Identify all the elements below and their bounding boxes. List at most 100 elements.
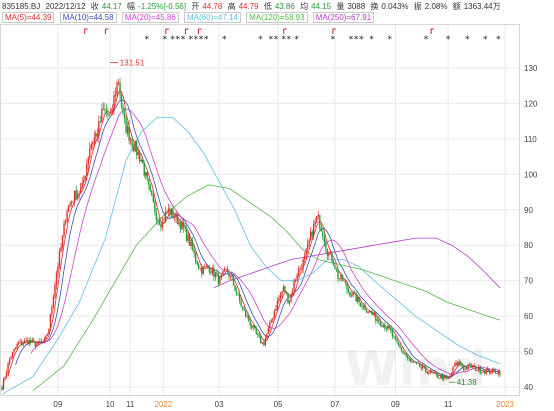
candle-body [134,141,136,152]
candle-body [43,338,46,342]
candle-body [237,293,239,295]
candle-body [210,271,212,273]
ma-legend-item-ma60[interactable]: MA(60)=47.14 [184,12,241,23]
x-tick-label: 10 [106,400,115,409]
candle-body [490,372,492,374]
avg-label: 均 [300,2,309,11]
candle-body [79,187,82,194]
event-star-marker: * [204,35,209,45]
candle-body [34,341,36,347]
ma-legend-item-ma120[interactable]: MA(120)=58.93 [246,12,308,23]
x-tick-label: 05 [274,400,283,409]
event-star-marker: * [465,35,470,45]
candle-body [8,359,11,364]
candle-body [388,325,391,329]
candle-body [426,371,428,374]
candle-body [157,219,159,221]
candle-body [173,217,176,219]
candle-body [22,343,24,345]
candle-body [356,297,359,302]
candle-body [234,285,236,292]
candle-body [493,368,495,371]
ma-legend-item-ma5[interactable]: MA(5)=44.39 [2,12,55,23]
candle-body [64,221,67,224]
candle-body [184,227,186,229]
event-star-marker: * [446,35,451,45]
candle-body [467,364,469,370]
y-tick-label: 60 [524,312,533,321]
candle-body [425,367,427,372]
amount-label: 额 [452,2,461,11]
candle-body [102,108,105,110]
candle-body [193,249,195,254]
candle-body [172,209,174,218]
ma-line-ma60 [1,117,501,395]
candle-body [78,193,80,195]
y-tick-label: 120 [524,99,538,108]
candle-body [20,341,23,345]
candle-body [263,342,265,345]
candle-body [222,271,224,275]
x-tick-label: 11 [126,400,135,409]
candle-body [148,178,150,186]
candle-body [228,271,230,277]
candle-body [299,267,301,269]
open-label: 开 [191,2,200,11]
candle-body [281,291,283,295]
candle-body [412,362,415,363]
ma-legend-item-ma250[interactable]: MA(250)=67.91 [312,12,375,23]
candle-body [376,319,378,321]
event-flag-marker [332,28,336,34]
volume-value: 3088 [347,2,366,11]
candle-body [409,359,412,362]
candle-body [58,251,61,267]
volume-label: 量 [336,2,345,11]
candle-body [170,209,173,215]
ma-legend-item-ma20[interactable]: MA(20)=45.86 [121,12,179,23]
candle-body [387,325,389,330]
candle-body [216,273,218,275]
y-tick-label: 130 [524,64,538,73]
candle-body [269,322,271,329]
candle-body [340,274,342,279]
close-label: 收 [90,2,99,11]
candle-body [316,216,318,222]
candle-body [399,344,401,348]
candle-body [1,387,3,390]
candle-body [370,310,372,313]
candle-body [151,190,153,196]
candle-body [332,261,335,265]
candle-body [198,264,200,268]
candle-body [149,185,152,191]
ma-line-ma120 [32,184,501,392]
ma-legend-item-ma10[interactable]: MA(10)=44.58 [59,12,117,23]
plot-border [0,24,520,396]
candle-body [414,362,416,363]
candle-body [432,372,434,374]
quote-date: 2022/12/12 [45,2,86,11]
candle-body [217,274,220,284]
candle-body [300,267,303,269]
candle-body [440,374,442,378]
candle-body [257,333,259,335]
turnover-value: 0.043% [381,2,409,11]
candle-body [361,306,363,308]
candle-body [226,268,229,272]
candle-body [441,374,444,380]
candle-body [462,366,465,370]
candle-body [146,172,148,179]
y-tick-label: 100 [524,170,538,179]
candle-body [444,375,447,377]
turnover-label: 换 [370,2,379,11]
event-flag-marker [165,28,169,34]
candle-body [260,336,262,344]
candle-body [25,340,27,341]
candle-body [252,325,254,328]
candle-body [176,213,179,225]
candle-body [7,363,9,373]
candle-body [69,203,71,206]
candle-body [110,109,112,114]
candle-body [272,317,274,321]
open-value: 44.78 [202,2,223,11]
